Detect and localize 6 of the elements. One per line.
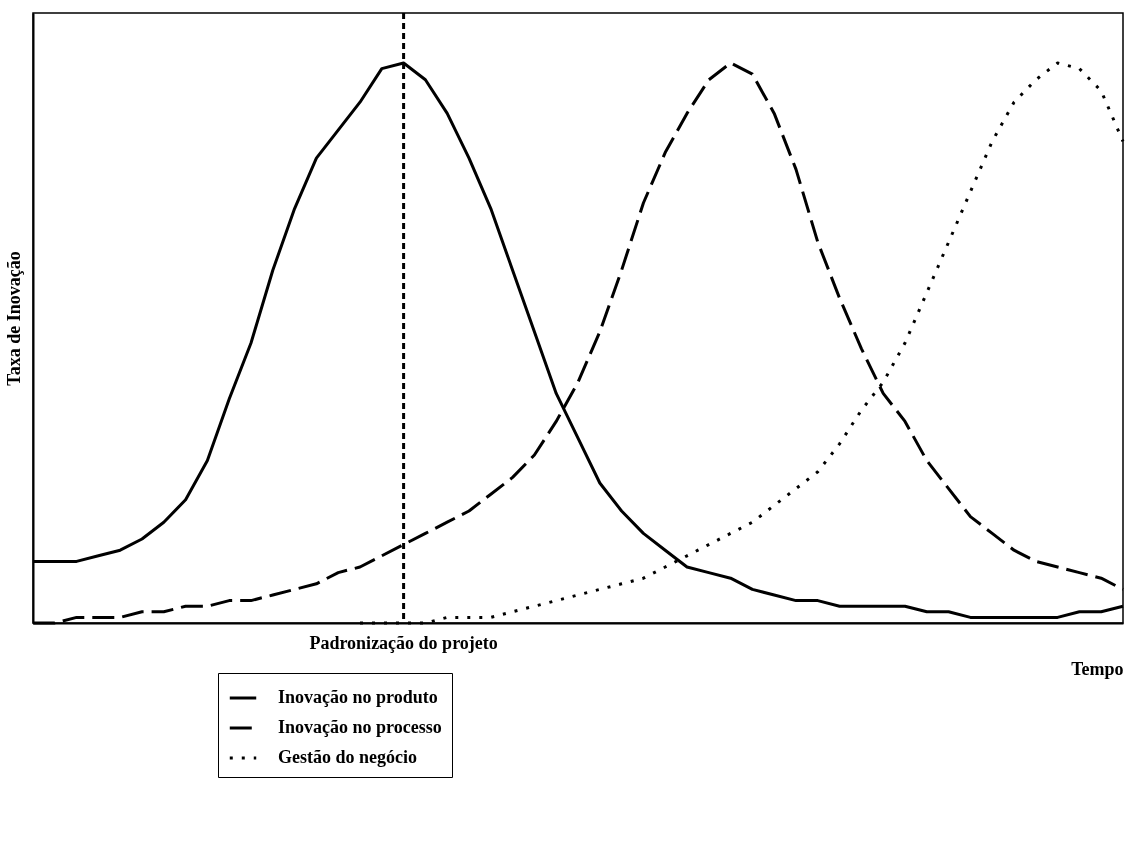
- x-axis-title: Tempo: [1071, 658, 1124, 679]
- y-axis-title: Taxa de Inovação: [3, 251, 24, 386]
- legend-label: Inovação no processo: [278, 717, 442, 737]
- legend-label: Inovação no produto: [278, 687, 438, 707]
- legend-label: Gestão do negócio: [278, 747, 417, 767]
- text: Padronização do projeto: [309, 633, 498, 653]
